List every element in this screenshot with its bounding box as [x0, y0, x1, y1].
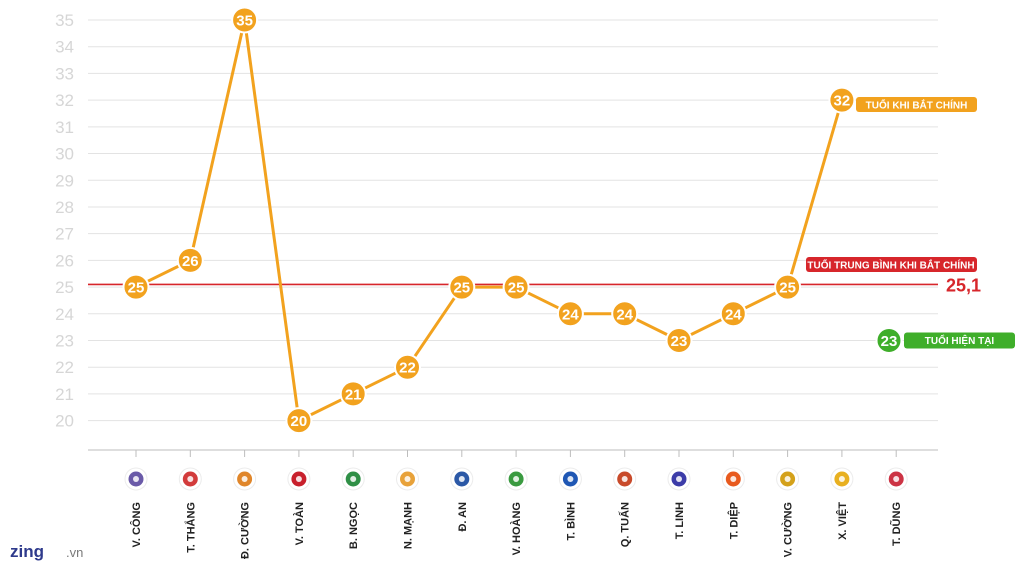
x-category-label: T. BÌNH [564, 502, 577, 541]
average-label-box [806, 257, 977, 272]
x-category-label: B. NGỌC [348, 502, 360, 549]
x-category-label: T. DIỆP [727, 502, 740, 539]
data-label: 20 [291, 413, 308, 430]
y-tick-label: 28 [55, 198, 74, 217]
y-tick-label: 32 [55, 91, 74, 110]
y-tick-label: 26 [55, 251, 74, 270]
data-label: 32 [834, 93, 851, 110]
data-point [339, 380, 367, 408]
x-category-label: T. THẮNG [184, 502, 197, 553]
data-label: 25 [779, 280, 796, 297]
current-age-point [875, 327, 903, 354]
current-age-value: 23 [881, 333, 898, 350]
team-logo-detail [350, 476, 357, 482]
data-point [774, 273, 802, 301]
y-tick-label: 27 [55, 225, 74, 244]
x-category-label: V. HOÀNG [510, 502, 523, 555]
data-label: 25 [453, 280, 470, 297]
team-logo-detail [404, 476, 411, 482]
data-point [122, 273, 150, 301]
data-point [448, 273, 476, 301]
team-logo-detail [784, 476, 791, 482]
average-value-label: 25,1 [946, 275, 981, 295]
data-point [828, 86, 856, 114]
data-label: 35 [236, 13, 253, 30]
data-point [502, 273, 530, 301]
y-tick-label: 31 [55, 118, 74, 137]
x-category-label: V. TOÀN [293, 502, 306, 545]
y-tick-label: 21 [55, 385, 74, 404]
team-logo-detail [295, 476, 302, 482]
data-point [285, 407, 313, 435]
team-logo-detail [458, 476, 465, 482]
data-point [394, 353, 421, 381]
team-logo-detail [676, 476, 682, 482]
data-label: 24 [725, 306, 742, 323]
x-category-label: T. DŨNG [890, 502, 903, 546]
data-label: 23 [671, 333, 688, 350]
current-age-label-box [904, 332, 1015, 349]
y-tick-label: 35 [55, 11, 74, 30]
team-logo-detail [621, 476, 628, 482]
data-label: 25 [128, 280, 145, 297]
average-label-text: TUỔI TRUNG BÌNH KHI BẮT CHÍNH [807, 259, 974, 272]
x-category-label: V. CƯỜNG [782, 502, 795, 557]
y-tick-label: 34 [55, 38, 74, 57]
x-category-label: Đ. CƯỜNG [239, 502, 252, 559]
series-label-text: TUỔI KHI BẮT CHÍNH [866, 99, 968, 112]
y-tick-label: 25 [55, 278, 74, 297]
y-tick-label: 33 [55, 64, 74, 83]
x-category-label: Q. TUẤN [619, 502, 632, 547]
team-logo-detail [567, 476, 574, 482]
y-tick-label: 23 [55, 332, 74, 351]
data-point [556, 300, 584, 328]
data-label: 24 [562, 306, 579, 323]
team-logo-detail [241, 476, 248, 482]
team-logo-detail [893, 476, 900, 482]
series-line [135, 18, 844, 423]
team-logo-detail [133, 476, 139, 482]
y-tick-label: 24 [55, 305, 74, 324]
data-point [665, 327, 693, 354]
team-logo-detail [513, 476, 520, 482]
data-label: 22 [399, 360, 416, 377]
y-tick-label: 22 [55, 358, 74, 377]
series-label-box [856, 97, 977, 112]
data-point [231, 6, 259, 34]
x-category-label: N. MẠNH [403, 502, 415, 549]
x-category-label: X. VIỆT [836, 502, 849, 540]
x-category-label: Đ. AN [457, 502, 469, 532]
current-age-label-text: TUỔI HIỆN TẠI [925, 334, 995, 347]
y-tick-label: 30 [55, 145, 74, 164]
team-logo-detail [838, 476, 845, 482]
team-logo-detail [187, 476, 194, 482]
y-tick-label: 29 [55, 171, 74, 190]
data-label: 25 [508, 280, 525, 297]
data-point [176, 246, 204, 274]
team-logo-detail [730, 476, 737, 482]
data-label: 26 [182, 253, 199, 270]
data-label: 21 [345, 386, 362, 403]
x-category-label: V. CÔNG [130, 502, 143, 547]
y-tick-label: 20 [55, 412, 74, 431]
data-point [611, 300, 639, 328]
x-category-label: T. LINH [674, 502, 686, 539]
data-point [719, 300, 747, 328]
data-label: 24 [616, 306, 633, 323]
